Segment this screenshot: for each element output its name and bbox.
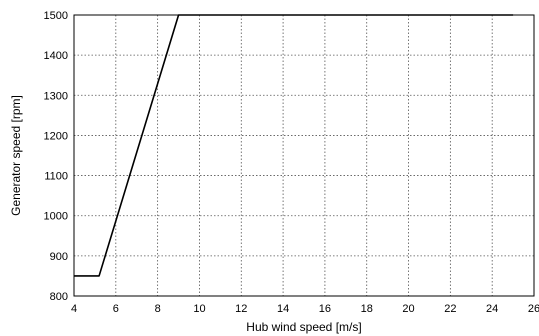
y-axis-ticks: 800 900 1000 1100 1200 1300 1400 1500 [44, 10, 68, 303]
y-tick-label: 800 [50, 291, 68, 303]
y-tick-label: 1100 [44, 171, 68, 183]
plot-frame [73, 14, 535, 297]
x-tick-label: 18 [361, 303, 373, 315]
x-tick-label: 12 [235, 303, 247, 315]
x-tick-label: 8 [155, 303, 161, 315]
x-tick-label: 14 [277, 303, 289, 315]
x-tick-label: 10 [193, 303, 205, 315]
grid [74, 15, 534, 296]
y-axis-label: Generator speed [rpm] [9, 95, 23, 216]
y-tick-label: 900 [50, 251, 68, 263]
y-tick-label: 1500 [44, 10, 68, 22]
x-tick-label: 22 [444, 303, 456, 315]
y-tick-label: 1300 [44, 90, 68, 102]
y-tick-label: 1400 [44, 50, 68, 62]
y-tick-label: 1000 [44, 211, 68, 223]
series-layer [74, 14, 514, 277]
x-tick-label: 20 [402, 303, 414, 315]
x-tick-label: 6 [113, 303, 119, 315]
y-tick-label: 1200 [44, 130, 68, 142]
x-axis-ticks: 4 6 8 10 12 14 16 18 20 22 24 26 [71, 303, 539, 315]
x-tick-label: 24 [486, 303, 498, 315]
x-tick-label: 16 [319, 303, 331, 315]
x-tick-label: 26 [528, 303, 539, 315]
x-tick-label: 4 [71, 303, 77, 315]
x-axis-label: Hub wind speed [m/s] [246, 320, 361, 334]
series-line [74, 14, 514, 277]
